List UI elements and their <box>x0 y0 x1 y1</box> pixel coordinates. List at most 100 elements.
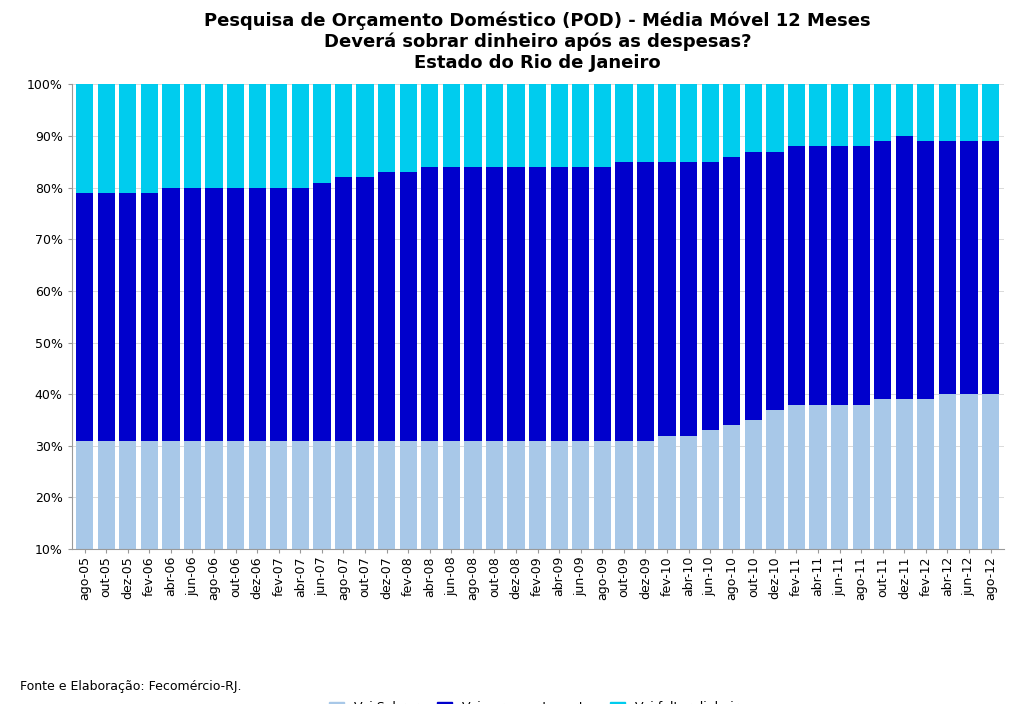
Bar <box>399 33 417 172</box>
Bar <box>140 33 158 193</box>
Bar <box>874 142 891 399</box>
Bar <box>744 33 762 151</box>
Bar <box>830 33 848 146</box>
Bar <box>508 33 524 167</box>
Bar <box>442 33 460 167</box>
Bar <box>485 441 503 549</box>
Bar <box>637 162 654 441</box>
Bar <box>680 436 697 549</box>
Bar <box>119 193 136 441</box>
Bar <box>76 193 93 441</box>
Bar <box>572 441 590 549</box>
Bar <box>896 399 913 549</box>
Bar <box>723 157 740 425</box>
Bar <box>615 33 633 162</box>
Bar <box>809 405 826 549</box>
Bar <box>787 33 805 146</box>
Bar <box>249 441 266 549</box>
Bar <box>680 33 697 162</box>
Bar <box>982 33 999 142</box>
Bar <box>97 193 115 441</box>
Bar <box>206 33 222 188</box>
Bar <box>356 441 374 549</box>
Bar <box>830 405 848 549</box>
Bar <box>680 162 697 436</box>
Bar <box>853 33 869 146</box>
Title: Pesquisa de Orçamento Doméstico (POD) - Média Móvel 12 Meses
Deverá sobrar dinhe: Pesquisa de Orçamento Doméstico (POD) - … <box>204 11 871 72</box>
Bar <box>249 33 266 188</box>
Bar <box>766 410 783 549</box>
Bar <box>787 405 805 549</box>
Bar <box>939 394 956 549</box>
Bar <box>701 162 719 430</box>
Bar <box>119 441 136 549</box>
Bar <box>744 151 762 420</box>
Bar <box>464 441 481 549</box>
Bar <box>918 399 935 549</box>
Bar <box>551 441 567 549</box>
Bar <box>270 33 288 188</box>
Bar <box>939 33 956 142</box>
Bar <box>701 33 719 162</box>
Bar <box>787 146 805 405</box>
Bar <box>744 420 762 549</box>
Bar <box>918 33 935 142</box>
Bar <box>378 33 395 172</box>
Bar <box>572 167 590 441</box>
Bar <box>830 146 848 405</box>
Bar <box>249 188 266 441</box>
Bar <box>335 177 352 441</box>
Bar <box>982 142 999 394</box>
Bar <box>658 33 676 162</box>
Bar <box>766 33 783 151</box>
Bar <box>485 33 503 167</box>
Bar <box>292 441 309 549</box>
Bar <box>378 172 395 441</box>
Bar <box>292 188 309 441</box>
Bar <box>658 162 676 436</box>
Bar <box>874 33 891 142</box>
Bar <box>421 33 438 167</box>
Bar <box>184 441 201 549</box>
Bar <box>421 167 438 441</box>
Bar <box>97 33 115 193</box>
Bar <box>615 441 633 549</box>
Bar <box>637 33 654 162</box>
Bar <box>313 441 331 549</box>
Bar <box>809 146 826 405</box>
Bar <box>485 167 503 441</box>
Bar <box>442 167 460 441</box>
Bar <box>464 167 481 441</box>
Bar <box>572 33 590 167</box>
Bar <box>399 172 417 441</box>
Legend: Vai Sobrar, Vai ser a conta certa, Vai faltar dinheiro: Vai Sobrar, Vai ser a conta certa, Vai f… <box>324 696 752 704</box>
Bar <box>939 142 956 394</box>
Bar <box>97 441 115 549</box>
Bar <box>658 436 676 549</box>
Bar <box>723 33 740 157</box>
Bar <box>594 33 611 167</box>
Bar <box>723 425 740 549</box>
Bar <box>162 188 179 441</box>
Bar <box>442 441 460 549</box>
Bar <box>356 177 374 441</box>
Bar <box>162 33 179 188</box>
Bar <box>874 399 891 549</box>
Bar <box>270 188 288 441</box>
Bar <box>529 441 546 549</box>
Bar <box>184 188 201 441</box>
Bar <box>313 182 331 441</box>
Bar <box>853 146 869 405</box>
Bar <box>162 441 179 549</box>
Bar <box>551 167 567 441</box>
Bar <box>961 142 978 394</box>
Bar <box>961 33 978 142</box>
Bar <box>140 441 158 549</box>
Bar <box>766 151 783 410</box>
Bar <box>227 441 245 549</box>
Bar <box>206 441 222 549</box>
Bar <box>853 405 869 549</box>
Text: Fonte e Elaboração: Fecomércio-RJ.: Fonte e Elaboração: Fecomércio-RJ. <box>20 681 242 693</box>
Bar <box>76 33 93 193</box>
Bar <box>918 142 935 399</box>
